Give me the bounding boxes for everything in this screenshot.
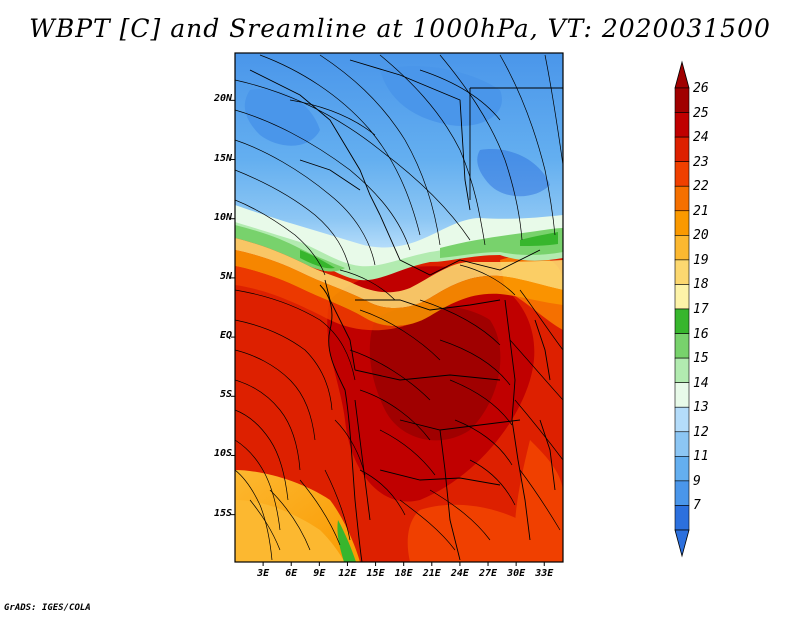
colorbar-label: 21 — [693, 203, 709, 219]
lon-label-3e: 3E — [257, 568, 270, 579]
colorbar — [674, 60, 690, 558]
colorbar-label: 7 — [693, 498, 701, 514]
colorbar-swatch — [674, 112, 690, 138]
colorbar-label: 26 — [693, 81, 709, 96]
lon-label-15e: 15E — [366, 568, 385, 579]
colorbar-label: 20 — [693, 228, 709, 244]
colorbar-swatch — [674, 308, 690, 334]
colorbar-swatch — [674, 210, 690, 236]
country-borders — [249, 59, 563, 562]
colorbar-label: 13 — [693, 400, 709, 416]
colorbar-label: 17 — [693, 302, 709, 317]
colorbar-label: 24 — [693, 130, 709, 146]
lat-label-10n: 10N — [213, 211, 232, 223]
colorbar-swatch — [674, 406, 690, 433]
colorbar-label: 19 — [693, 252, 709, 268]
map-frame — [234, 52, 564, 563]
colorbar-swatch — [674, 87, 690, 113]
colorbar-label: 23 — [693, 154, 709, 170]
colorbar-label: 11 — [693, 449, 709, 465]
colorbar-swatch — [674, 431, 690, 457]
colorbar-swatch — [674, 235, 690, 261]
colorbar-swatch — [674, 259, 690, 285]
lat-label-15s: 15S — [213, 507, 232, 519]
lon-label-30e: 30E — [507, 568, 526, 579]
colorbar-bottom-arrow — [674, 529, 690, 558]
lat-label-10s: 10S — [213, 448, 232, 460]
colorbar-swatch — [674, 161, 690, 187]
colorbar-swatch — [674, 284, 690, 310]
lon-label-27e: 27E — [478, 568, 498, 579]
lon-label-18e: 18E — [394, 568, 413, 579]
colorbar-label: 14 — [693, 375, 709, 391]
colorbar-swatch — [674, 480, 690, 506]
lon-label-33e: 33E — [535, 568, 554, 579]
colorbar-swatch — [674, 333, 690, 359]
colorbar-top-arrow — [674, 60, 690, 89]
colorbar-label: 22 — [693, 179, 709, 195]
colorbar-label: 25 — [693, 105, 709, 121]
lat-label-5s: 5S — [219, 389, 232, 401]
streamlines — [235, 54, 563, 561]
lat-label-15n: 15N — [213, 152, 232, 164]
colorbar-swatch — [674, 456, 690, 482]
lon-label-24e: 24E — [450, 568, 469, 579]
colorbar-swatch — [674, 382, 690, 408]
lat-label-5n: 5N — [219, 270, 232, 282]
lat-label-20n: 20N — [213, 93, 232, 105]
colorbar-swatch — [674, 505, 690, 531]
colorbar-swatch — [674, 357, 690, 383]
colorbar-swatch — [674, 136, 690, 162]
chart-title: WBPT [C] and Sreamline at 1000hPa, VT: 2… — [29, 14, 771, 43]
lat-label-eq: EQ — [219, 330, 232, 342]
lon-label-6e: 6E — [285, 568, 298, 579]
colorbar-swatch — [674, 185, 690, 212]
colorbar-label: 16 — [693, 326, 709, 342]
colorbar-label: 9 — [693, 473, 701, 489]
colorbar-label: 18 — [693, 277, 709, 293]
colorbar-label: 12 — [693, 424, 709, 440]
footer-credit: GrADS: IGES/COLA — [4, 603, 91, 613]
lon-label-21e: 21E — [422, 568, 441, 579]
lon-label-12e: 12E — [338, 568, 357, 579]
colorbar-label: 15 — [693, 351, 709, 367]
lon-label-9e: 9E — [313, 568, 326, 579]
